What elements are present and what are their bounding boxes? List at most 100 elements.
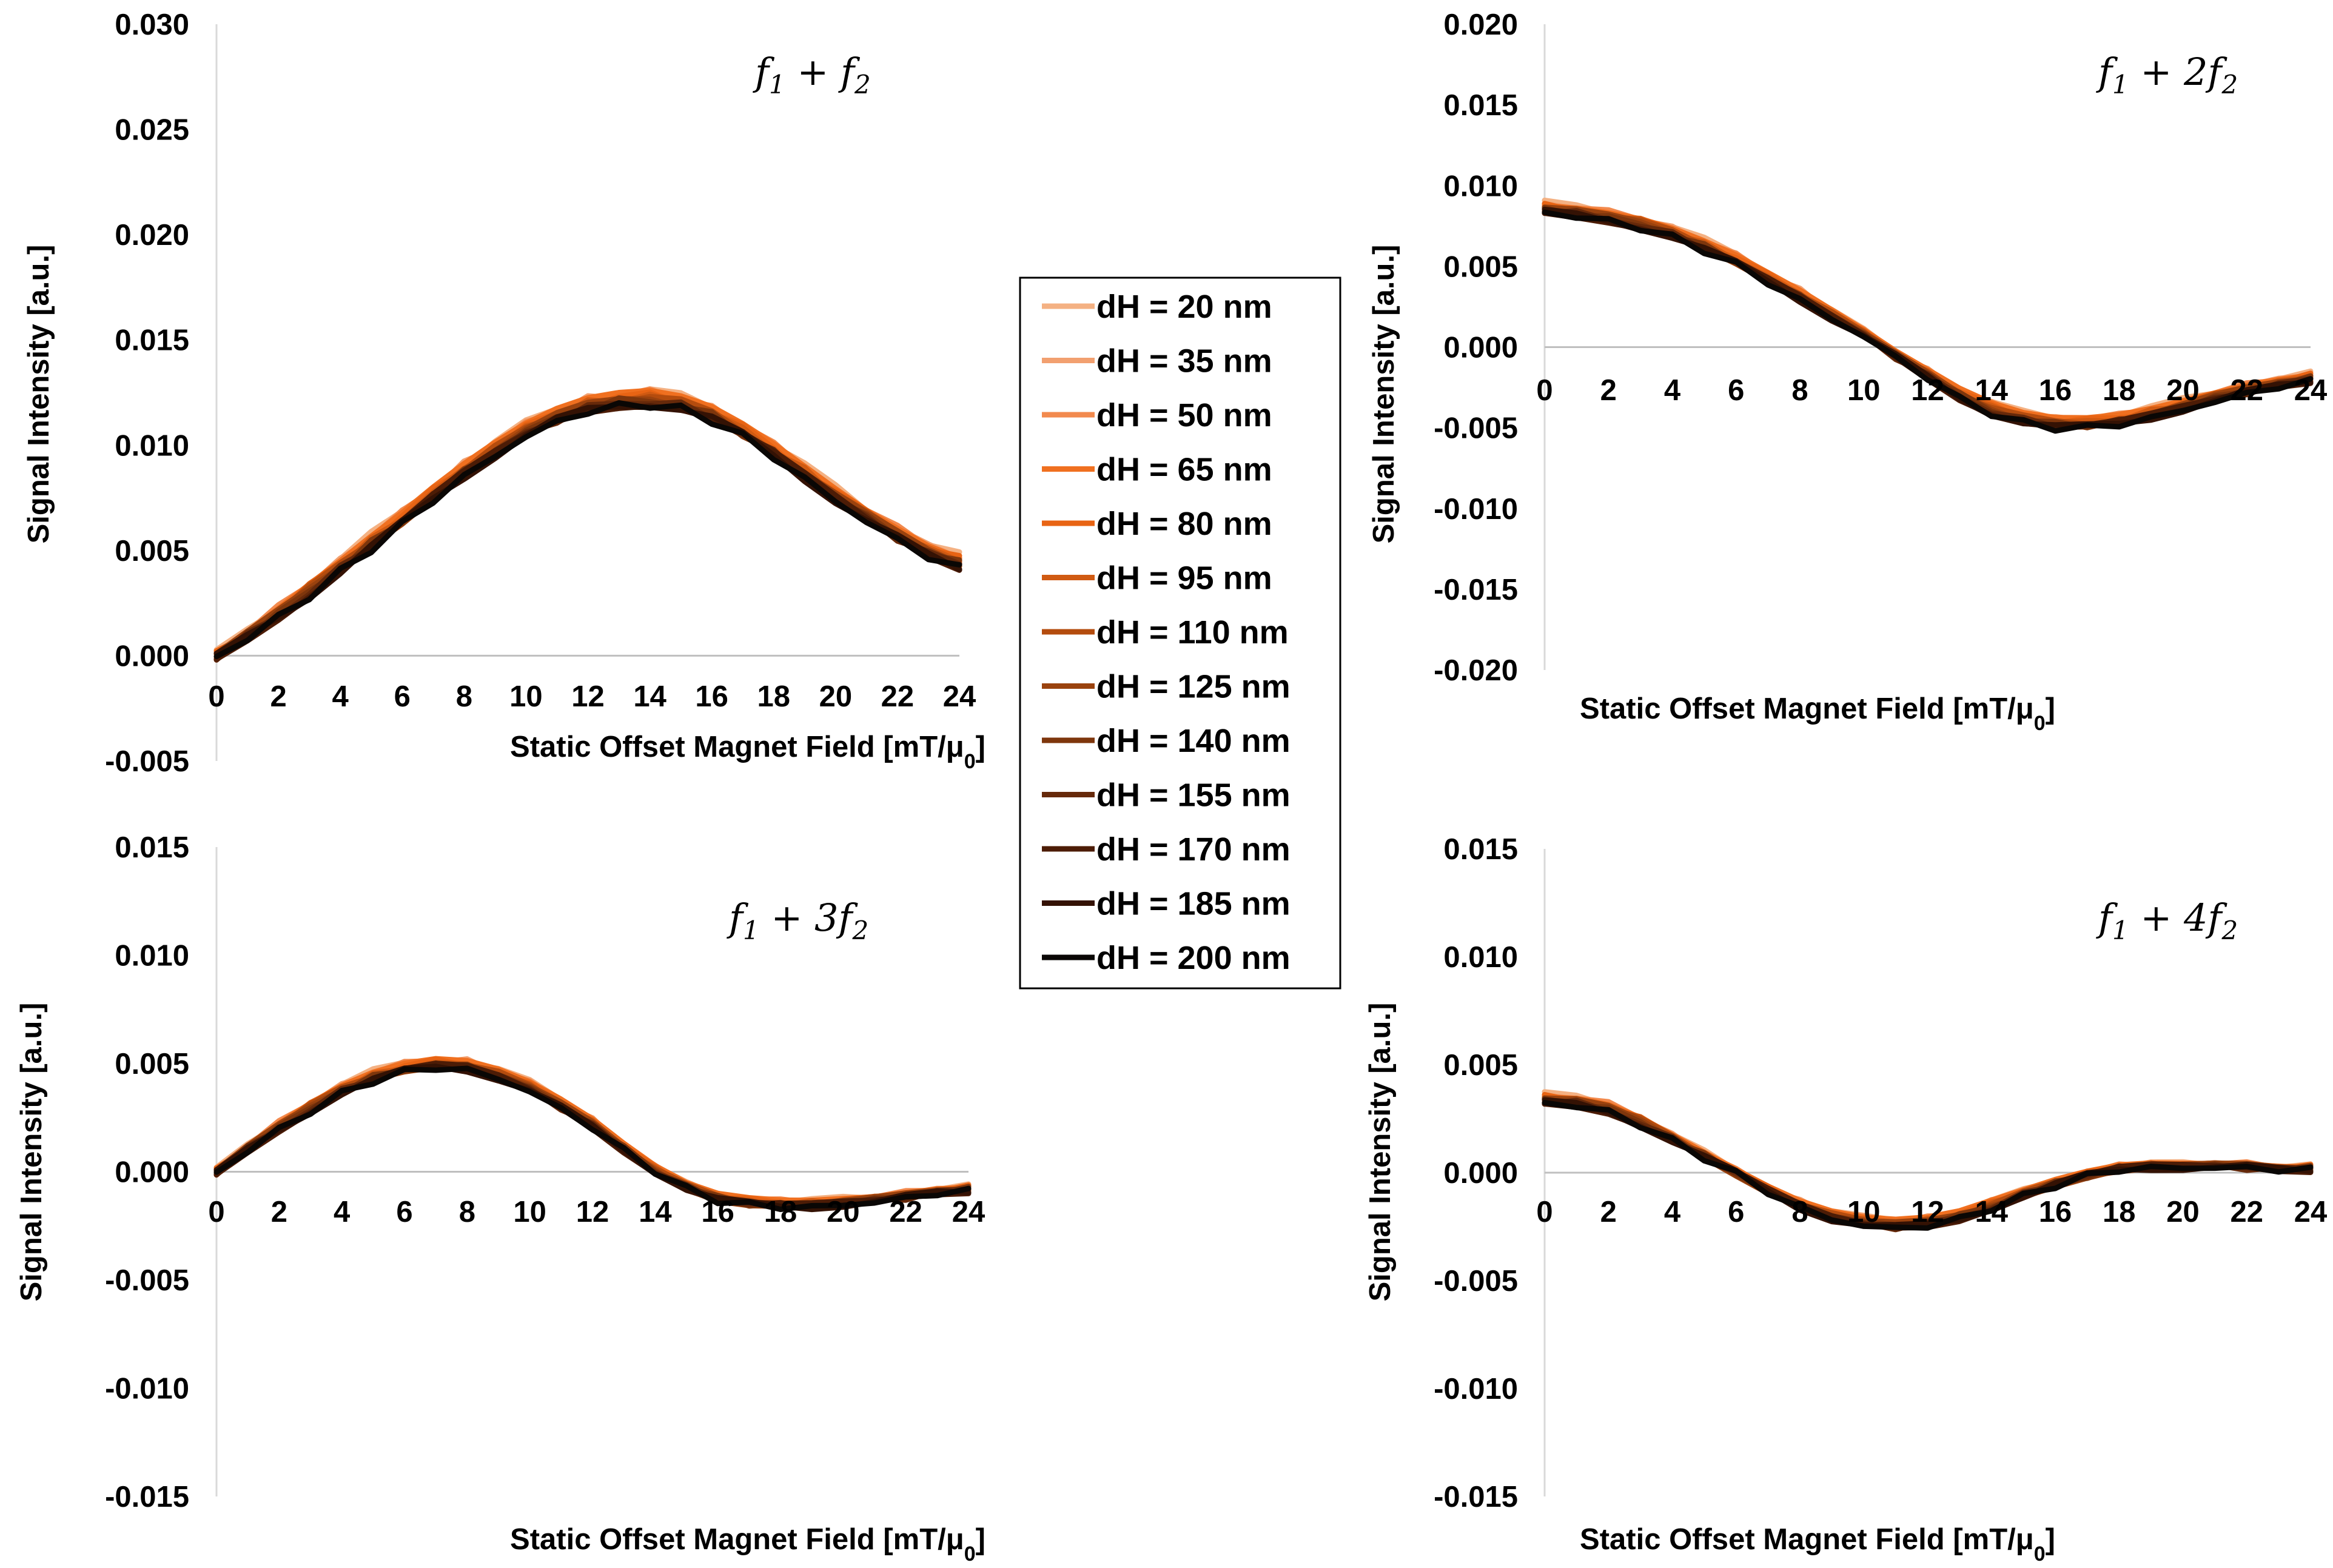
x-tick-label: 0 (208, 680, 224, 713)
x-tick-label: 10 (509, 680, 543, 713)
y-axis-title: Signal Intensity [a.u.] (22, 245, 55, 544)
y-tick-label: 0.000 (115, 640, 189, 672)
series-line-10 (213, 399, 962, 663)
legend-entry: dH = 95 nm (1096, 560, 1272, 597)
y-tick-label: 0.000 (1443, 1157, 1518, 1190)
x-tick-label: 14 (639, 1196, 672, 1228)
x-tick-label: 24 (2294, 1196, 2328, 1228)
x-axis-title: Static Offset Magnet Field [mT/μ0] (510, 1523, 985, 1566)
x-tick-label: 8 (1791, 1196, 1808, 1228)
y-tick-label: -0.005 (1434, 1265, 1518, 1298)
x-tick-label: 0 (1536, 1196, 1553, 1228)
y-tick-label: -0.015 (105, 1481, 189, 1513)
y-tick-label: -0.015 (1434, 574, 1518, 606)
x-tick-label: 18 (2103, 374, 2136, 407)
x-tick-label: 14 (1975, 1196, 2008, 1228)
series-line-8 (213, 396, 962, 657)
x-tick-label: 20 (819, 680, 853, 713)
y-tick-label: 0.030 (115, 8, 189, 41)
x-tick-label: 16 (701, 1196, 734, 1228)
chart-panel-f1-plus-3f2: 0 2 4 6 8 10 12 14 16 18 20 22 240.0150.0100.0050.00… (15, 831, 985, 1566)
legend-entry: dH = 140 nm (1096, 723, 1291, 759)
y-axis-title: Signal Intensity [a.u.] (1364, 1003, 1397, 1302)
series-line-8 (213, 1064, 972, 1209)
x-tick-label: 24 (952, 1196, 985, 1228)
y-tick-label: 0.025 (115, 114, 189, 147)
x-tick-label: 12 (1911, 374, 1944, 407)
y-tick-label: 0.000 (1443, 332, 1518, 364)
y-tick-label: 0.005 (1443, 250, 1518, 283)
x-tick-label: 2 (271, 1196, 287, 1228)
legend-entry: dH = 20 nm (1096, 289, 1272, 325)
legend-entry: dH = 35 nm (1096, 343, 1272, 380)
x-tick-label: 18 (764, 1196, 797, 1228)
x-tick-label: 20 (827, 1196, 860, 1228)
series-line-7 (213, 1062, 972, 1210)
panel-label: f1 + 4f2 (2096, 896, 2238, 945)
y-tick-label: 0.010 (1443, 941, 1518, 974)
y-tick-label: -0.005 (1434, 412, 1518, 445)
y-tick-label: 0.015 (115, 324, 189, 357)
y-tick-label: 0.020 (115, 219, 189, 252)
series-line-10 (213, 1060, 972, 1211)
legend-entry: dH = 80 nm (1096, 506, 1272, 542)
y-tick-label: 0.005 (115, 535, 189, 568)
series-line-9 (213, 395, 962, 656)
series-line-4 (213, 387, 962, 657)
x-tick-label: 4 (332, 680, 349, 713)
x-tick-label: 12 (571, 680, 605, 713)
x-tick-label: 4 (1664, 1196, 1680, 1228)
x-tick-label: 8 (1791, 374, 1808, 407)
x-tick-label: 22 (889, 1196, 922, 1228)
series-line-12 (213, 404, 962, 657)
chart-panel-f1-plus-f2: 0 2 4 6 8 10 12 14 16 18 20 22 240.0300.0250.0200.01… (22, 8, 985, 778)
series-line-11 (213, 403, 962, 662)
series-line-13 (1542, 1100, 2314, 1231)
x-tick-label: 24 (2294, 374, 2328, 407)
panel-label: f1 + f2 (753, 50, 871, 99)
y-tick-label: 0.015 (1443, 89, 1518, 122)
panel-label: f1 + 2f2 (2096, 50, 2238, 99)
series-line-7 (213, 394, 962, 662)
y-tick-label: -0.010 (105, 1373, 189, 1406)
x-tick-label: 20 (2166, 374, 2200, 407)
y-tick-label: 0.010 (115, 940, 189, 973)
x-tick-label: 14 (1975, 374, 2008, 407)
y-tick-label: 0.010 (1443, 170, 1518, 203)
x-tick-label: 4 (334, 1196, 350, 1228)
x-tick-label: 2 (270, 680, 286, 713)
y-tick-label: -0.005 (105, 745, 189, 778)
x-tick-label: 20 (2166, 1196, 2200, 1228)
y-tick-label: -0.005 (105, 1264, 189, 1297)
legend-entry: dH = 50 nm (1096, 397, 1272, 434)
x-tick-label: 6 (1728, 1196, 1744, 1228)
x-tick-label: 22 (881, 680, 915, 713)
series-line-3 (213, 386, 962, 662)
series-line-11 (213, 1060, 972, 1207)
x-tick-label: 22 (2230, 374, 2263, 407)
legend-entry: dH = 65 nm (1096, 452, 1272, 488)
x-tick-label: 10 (1847, 1196, 1881, 1228)
x-axis-title: Static Offset Magnet Field [mT/μ0] (510, 731, 985, 773)
x-tick-label: 16 (2039, 374, 2072, 407)
x-tick-label: 16 (2039, 1196, 2072, 1228)
legend-entry: dH = 170 nm (1096, 831, 1291, 868)
x-axis-title: Static Offset Magnet Field [mT/μ0] (1580, 692, 2055, 735)
series-line-5 (213, 389, 962, 654)
y-tick-label: 0.015 (1443, 833, 1518, 866)
x-tick-label: 10 (513, 1196, 546, 1228)
x-tick-label: 4 (1664, 374, 1680, 407)
series-line-6 (213, 391, 962, 660)
panel-label: f1 + 3f2 (727, 896, 868, 945)
x-tick-label: 2 (1600, 374, 1617, 407)
x-tick-label: 16 (695, 680, 728, 713)
series-line-13 (213, 1065, 972, 1212)
legend-entry: dH = 185 nm (1096, 886, 1291, 922)
x-tick-label: 8 (459, 1196, 475, 1228)
legend-entry: dH = 155 nm (1096, 777, 1291, 814)
legend-entry: dH = 200 nm (1096, 940, 1291, 976)
series-line-12 (213, 1064, 972, 1213)
legend: dH = 20 nm dH = 35 nm dH = 50 nm dH = 65 nm… (1019, 276, 1341, 990)
x-tick-label: 0 (208, 1196, 224, 1228)
y-axis-title: Signal Intensity [a.u.] (1368, 245, 1400, 544)
